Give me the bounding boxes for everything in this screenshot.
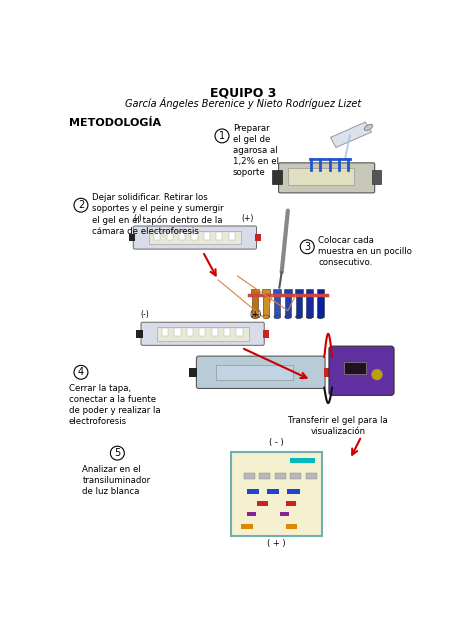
FancyBboxPatch shape xyxy=(329,346,394,396)
Text: Analizar en el
transiluminador
de luz blanca: Analizar en el transiluminador de luz bl… xyxy=(82,465,151,496)
Ellipse shape xyxy=(307,315,313,319)
Bar xyxy=(306,473,317,479)
Bar xyxy=(241,524,253,528)
Bar xyxy=(190,368,197,377)
Bar xyxy=(199,329,205,336)
Bar xyxy=(263,330,269,337)
Bar xyxy=(187,329,193,336)
Bar xyxy=(307,295,313,317)
Bar xyxy=(257,501,268,506)
Bar xyxy=(284,289,292,295)
FancyBboxPatch shape xyxy=(141,322,264,345)
Bar xyxy=(290,458,315,463)
Text: Dejar solidificar. Retirar los
soportes y el peine y sumergir
el gel en el tapón: Dejar solidificar. Retirar los soportes … xyxy=(92,193,223,236)
Bar xyxy=(259,473,270,479)
Bar xyxy=(247,489,259,494)
Bar xyxy=(174,329,181,336)
Ellipse shape xyxy=(252,315,258,319)
Text: (-): (-) xyxy=(133,214,142,222)
Bar xyxy=(224,329,230,336)
Bar xyxy=(166,232,173,240)
Bar xyxy=(255,234,261,241)
FancyBboxPatch shape xyxy=(196,356,325,389)
Bar xyxy=(285,524,297,528)
Text: Transferir el gel para la
visualización: Transferir el gel para la visualización xyxy=(288,416,388,436)
Polygon shape xyxy=(330,122,372,147)
Text: ( + ): ( + ) xyxy=(267,539,285,549)
Bar xyxy=(228,232,235,240)
Text: 2: 2 xyxy=(78,200,84,210)
Bar xyxy=(274,295,280,317)
Text: (+): (+) xyxy=(241,214,254,222)
Bar xyxy=(285,295,291,317)
Text: 5: 5 xyxy=(114,448,120,458)
FancyBboxPatch shape xyxy=(133,226,256,249)
Bar xyxy=(216,365,293,380)
Text: (+): (+) xyxy=(249,310,262,319)
Bar xyxy=(179,232,185,240)
Bar xyxy=(137,330,143,337)
Bar xyxy=(154,232,160,240)
Bar xyxy=(317,295,324,317)
Text: Preparar
el gel de
agarosa al
1,2% en el
soporte: Preparar el gel de agarosa al 1,2% en el… xyxy=(233,124,279,177)
Text: ( - ): ( - ) xyxy=(269,438,283,447)
Bar xyxy=(267,489,279,494)
Ellipse shape xyxy=(285,315,291,319)
Text: García Ángeles Berenice y Nieto Rodríguez Lizet: García Ángeles Berenice y Nieto Rodrígue… xyxy=(125,97,361,109)
Ellipse shape xyxy=(317,315,324,319)
FancyBboxPatch shape xyxy=(279,163,374,193)
Bar xyxy=(306,289,313,295)
Text: METODOLOGÍA: METODOLOGÍA xyxy=(69,118,161,128)
Bar xyxy=(262,289,270,295)
Bar xyxy=(237,329,243,336)
Bar xyxy=(372,170,381,184)
Ellipse shape xyxy=(296,315,302,319)
Bar xyxy=(290,473,301,479)
Bar xyxy=(149,231,241,245)
Text: 3: 3 xyxy=(304,242,310,252)
Text: 1: 1 xyxy=(219,131,225,141)
Ellipse shape xyxy=(274,315,280,319)
Bar xyxy=(211,329,218,336)
Bar xyxy=(204,232,210,240)
Bar xyxy=(244,473,255,479)
Bar xyxy=(230,452,322,537)
Text: (-): (-) xyxy=(141,310,149,319)
Bar xyxy=(324,368,332,377)
Bar xyxy=(280,512,290,516)
Bar xyxy=(275,473,285,479)
Bar xyxy=(273,289,281,295)
Bar xyxy=(295,289,302,295)
Bar xyxy=(216,232,222,240)
Bar xyxy=(345,362,366,374)
Ellipse shape xyxy=(263,315,269,319)
Bar xyxy=(296,295,302,317)
Bar xyxy=(128,234,135,241)
Text: EQUIPO 3: EQUIPO 3 xyxy=(210,87,276,100)
Bar xyxy=(247,512,256,516)
Bar xyxy=(156,327,249,341)
Text: Cerrar la tapa,
conectar a la fuente
de poder y realizar la
electroforesis: Cerrar la tapa, conectar a la fuente de … xyxy=(69,384,160,426)
Bar xyxy=(162,329,168,336)
Bar xyxy=(252,295,258,317)
Ellipse shape xyxy=(365,125,373,130)
Text: 4: 4 xyxy=(78,367,84,377)
Bar xyxy=(287,489,300,494)
Bar xyxy=(191,232,198,240)
Text: Colocar cada
muestra en un pocillo
consecutivo.: Colocar cada muestra en un pocillo conse… xyxy=(318,236,412,267)
Circle shape xyxy=(372,369,383,380)
Bar xyxy=(285,501,296,506)
Bar xyxy=(251,289,259,295)
Bar xyxy=(317,289,324,295)
Bar xyxy=(273,170,282,184)
Bar xyxy=(263,295,269,317)
Bar xyxy=(288,168,354,185)
